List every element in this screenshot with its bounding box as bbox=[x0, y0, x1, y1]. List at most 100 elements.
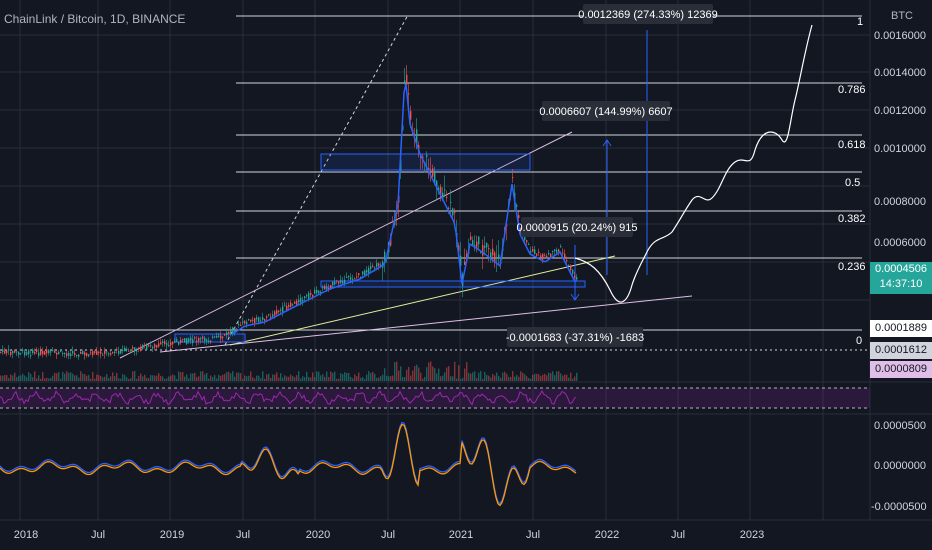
candle-body bbox=[76, 355, 78, 357]
volume-bar bbox=[236, 372, 238, 381]
volume-bar bbox=[176, 378, 178, 381]
candle-body bbox=[26, 352, 28, 355]
candle-body bbox=[152, 347, 154, 349]
volume-bar bbox=[322, 374, 324, 381]
base-box[interactable] bbox=[174, 333, 246, 343]
volume-bar bbox=[432, 366, 434, 381]
candle-body bbox=[16, 351, 18, 353]
volume-bar bbox=[238, 372, 240, 381]
volume-bar bbox=[434, 368, 436, 381]
candle-body bbox=[8, 349, 10, 351]
volume-bar bbox=[320, 375, 322, 381]
candle-body bbox=[352, 279, 354, 281]
volume-bar bbox=[466, 362, 468, 381]
support-box[interactable] bbox=[320, 280, 586, 288]
candle-body bbox=[208, 340, 210, 342]
volume-bar bbox=[548, 372, 550, 381]
candle-body bbox=[32, 349, 34, 354]
candle-body bbox=[170, 342, 172, 346]
volume-bar bbox=[224, 373, 226, 381]
symbol-title[interactable]: ChainLink / Bitcoin, 1D, BINANCE bbox=[4, 12, 186, 26]
candle-body bbox=[452, 208, 454, 216]
candle-body bbox=[252, 319, 254, 321]
candle-body bbox=[256, 317, 258, 320]
fib-retracement[interactable] bbox=[0, 15, 862, 331]
volume-bar bbox=[508, 376, 510, 381]
volume-bar bbox=[306, 371, 308, 381]
candle-body bbox=[124, 347, 126, 351]
candle-body bbox=[150, 345, 152, 347]
candle-body bbox=[556, 249, 558, 253]
volume-bar bbox=[514, 376, 516, 381]
volume-bar bbox=[22, 373, 24, 381]
volume-bar bbox=[314, 376, 316, 381]
measure-arrows[interactable] bbox=[570, 30, 648, 301]
volume-bar bbox=[410, 375, 412, 381]
candle-body bbox=[70, 353, 72, 357]
volume-bar bbox=[120, 378, 122, 381]
volume-bar bbox=[572, 378, 574, 381]
candle-body bbox=[536, 253, 538, 256]
lower-wedge-line[interactable] bbox=[159, 295, 693, 353]
volume-bar bbox=[80, 371, 82, 381]
candle-body bbox=[316, 289, 318, 294]
volume-bar bbox=[570, 372, 572, 381]
candle-body bbox=[286, 305, 288, 310]
volume-bar bbox=[360, 377, 362, 381]
candle-body bbox=[196, 340, 198, 342]
volume-bar bbox=[142, 376, 144, 381]
volume-bar bbox=[444, 372, 446, 381]
volume-bar bbox=[132, 371, 134, 381]
candle-body bbox=[392, 220, 394, 223]
oscillator-axis[interactable]: 0.0000500 0.0000000 -0.0000500 bbox=[871, 420, 927, 513]
candle-body bbox=[30, 355, 32, 357]
volume-bar bbox=[102, 377, 104, 381]
volume-bar bbox=[336, 378, 338, 381]
volume-bar bbox=[214, 375, 216, 381]
volume-bar bbox=[232, 371, 234, 381]
volume-bars bbox=[0, 361, 578, 381]
candle-body bbox=[524, 236, 526, 241]
candle-body bbox=[112, 352, 114, 354]
candle-body bbox=[54, 350, 56, 354]
candle-body bbox=[62, 353, 64, 355]
candle-body bbox=[486, 242, 488, 248]
volume-bar bbox=[448, 366, 450, 381]
resistance-box[interactable] bbox=[320, 153, 531, 171]
volume-bar bbox=[208, 378, 210, 381]
support-line[interactable] bbox=[229, 255, 616, 346]
price-axis[interactable]: 0.0016000 0.0014000 0.0012000 0.0010000 … bbox=[874, 30, 926, 249]
time-axis[interactable]: 2018 Jul 2019 Jul 2020 Jul 2021 Jul 2022… bbox=[14, 529, 764, 541]
volume-bar bbox=[66, 371, 68, 381]
candle-body bbox=[106, 351, 108, 353]
candle-body bbox=[318, 290, 320, 294]
candle-body bbox=[12, 350, 14, 354]
candle-body bbox=[230, 330, 232, 333]
price-tick: 0.0006000 bbox=[874, 237, 926, 249]
candle-body bbox=[270, 316, 272, 318]
countdown-timer: 14:37:10 bbox=[879, 278, 923, 290]
osc-tick: 0.0000500 bbox=[874, 420, 926, 432]
svg-text:0.0006607 (144.99%) 6607: 0.0006607 (144.99%) 6607 bbox=[539, 106, 672, 118]
volume-bar bbox=[264, 378, 266, 381]
candle-body bbox=[198, 338, 200, 341]
candle-body bbox=[490, 252, 492, 259]
candle-body bbox=[46, 350, 48, 354]
volume-bar bbox=[338, 378, 340, 381]
candle-body bbox=[470, 236, 472, 240]
candle-body bbox=[380, 264, 382, 266]
volume-bar bbox=[108, 377, 110, 381]
candle-body bbox=[114, 351, 116, 354]
volume-bar bbox=[544, 373, 546, 381]
projection-path[interactable] bbox=[574, 24, 813, 303]
candle-body bbox=[496, 256, 498, 258]
candle-body bbox=[308, 293, 310, 299]
candle-body bbox=[450, 202, 452, 204]
candle-body bbox=[384, 251, 386, 261]
candlestick-series[interactable] bbox=[0, 65, 578, 360]
volume-bar bbox=[136, 378, 138, 381]
candle-body bbox=[206, 339, 208, 342]
candle-body bbox=[334, 281, 336, 285]
volume-bar bbox=[98, 375, 100, 381]
